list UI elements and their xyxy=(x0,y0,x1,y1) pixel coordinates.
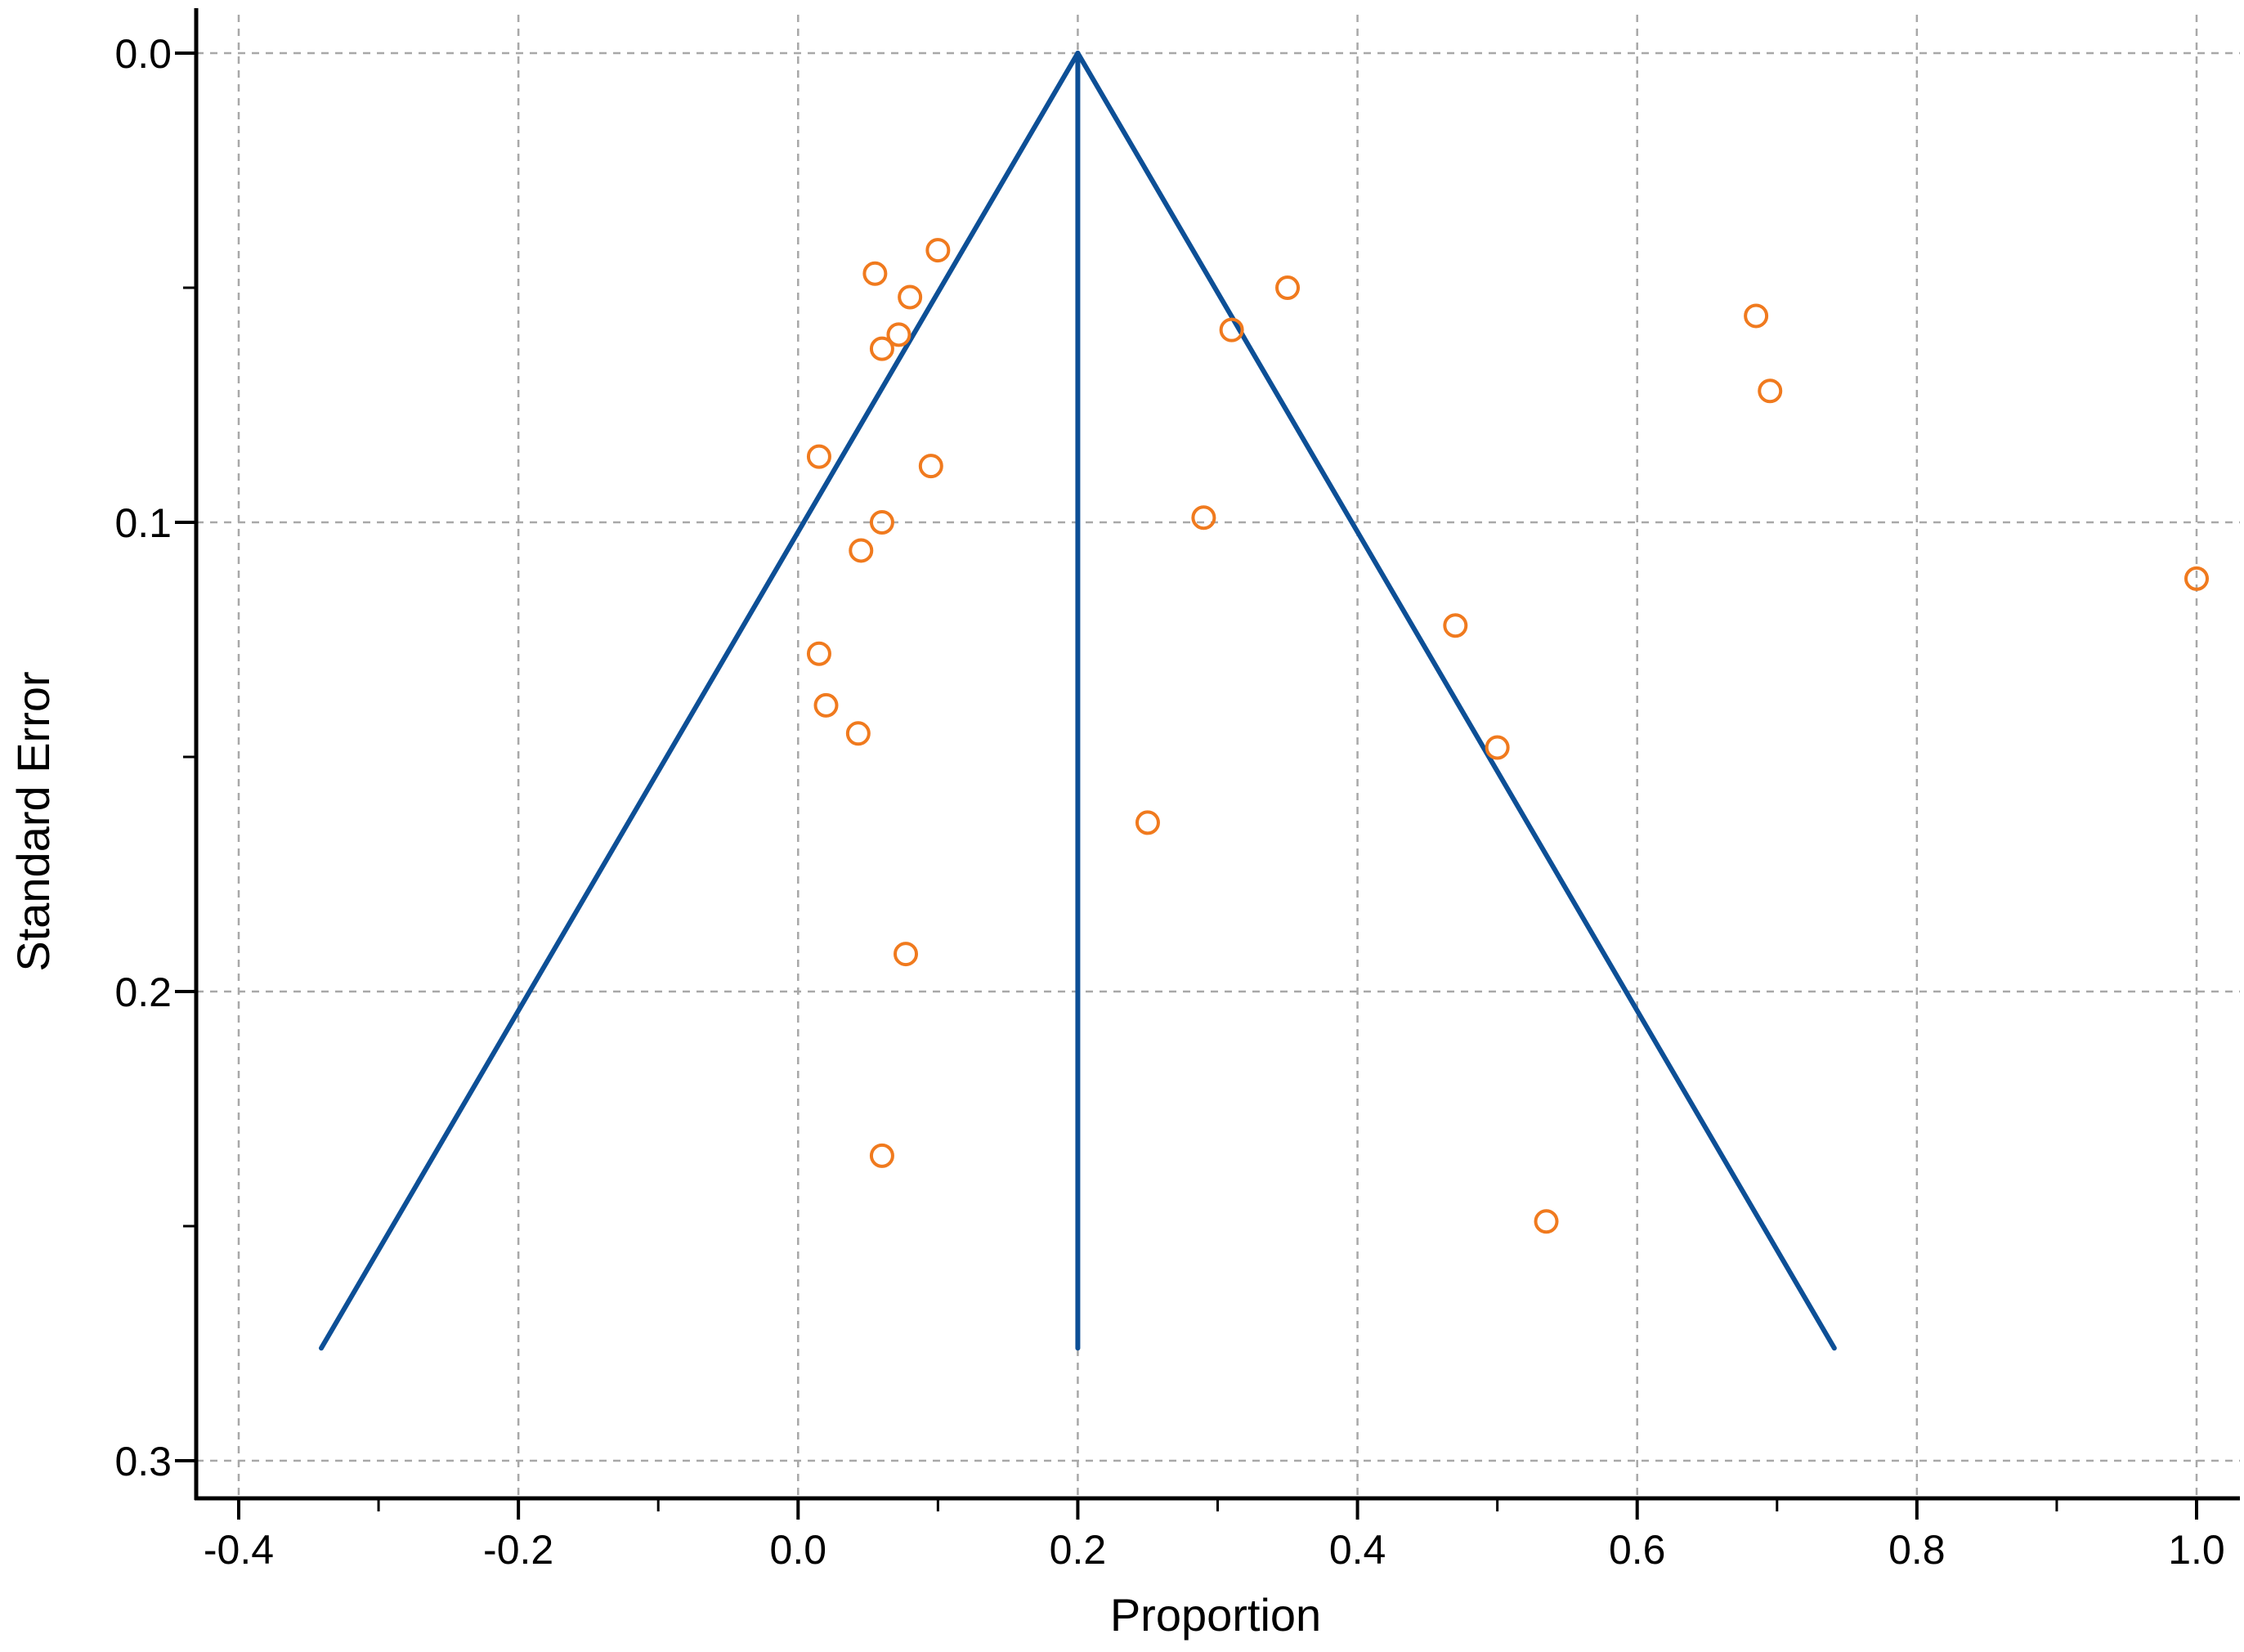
y-tick-label: 0.1 xyxy=(114,500,172,546)
study-point xyxy=(898,284,923,310)
study-point xyxy=(862,261,888,286)
y-axis-label: Standard Error xyxy=(7,671,59,971)
x-tick-label: 1.0 xyxy=(2168,1527,2225,1573)
y-tick-label: 0.3 xyxy=(114,1439,172,1484)
study-point xyxy=(1219,317,1244,342)
study-point xyxy=(886,322,911,347)
study-point xyxy=(845,721,871,746)
study-point xyxy=(1191,505,1216,531)
study-point xyxy=(918,454,943,479)
study-point xyxy=(813,692,839,718)
x-tick-label: -0.2 xyxy=(483,1527,553,1573)
x-tick-label: 0.0 xyxy=(770,1527,827,1573)
study-point xyxy=(2184,566,2209,591)
study-point xyxy=(925,238,951,263)
funnel-left-limit xyxy=(319,51,1081,1351)
grid-lines xyxy=(196,15,2240,1498)
study-point xyxy=(849,538,874,563)
y-tick-label: 0.2 xyxy=(114,969,172,1015)
x-axis-label: Proportion xyxy=(1110,1589,1321,1641)
study-point xyxy=(869,510,894,535)
x-tick-label: 0.4 xyxy=(1329,1527,1386,1573)
study-point xyxy=(1758,378,1783,404)
axes: -0.4 -0.2 0.0 0.2 0.4 0.6 0.8 1.0 0.0 0.1 0.2 0.3 xyxy=(114,8,2240,1573)
study-point xyxy=(1485,735,1510,760)
y-tick-label: 0.0 xyxy=(114,31,172,77)
x-tick-label: 0.8 xyxy=(1888,1527,1946,1573)
study-point xyxy=(869,1143,894,1168)
study-point xyxy=(806,444,831,469)
study-point xyxy=(806,641,831,666)
funnel-lines xyxy=(319,51,1837,1351)
funnel-right-limit xyxy=(1075,51,1837,1351)
study-point xyxy=(894,942,919,967)
study-point xyxy=(1534,1209,1559,1234)
study-point xyxy=(1744,303,1769,329)
x-tick-label: 0.2 xyxy=(1050,1527,1107,1573)
x-tick-label: 0.6 xyxy=(1609,1527,1666,1573)
study-point xyxy=(869,336,894,361)
data-points xyxy=(806,238,2209,1234)
study-point xyxy=(1135,810,1160,835)
study-point xyxy=(1443,613,1468,638)
x-tick-label: -0.4 xyxy=(204,1527,274,1573)
study-point xyxy=(1275,275,1301,300)
